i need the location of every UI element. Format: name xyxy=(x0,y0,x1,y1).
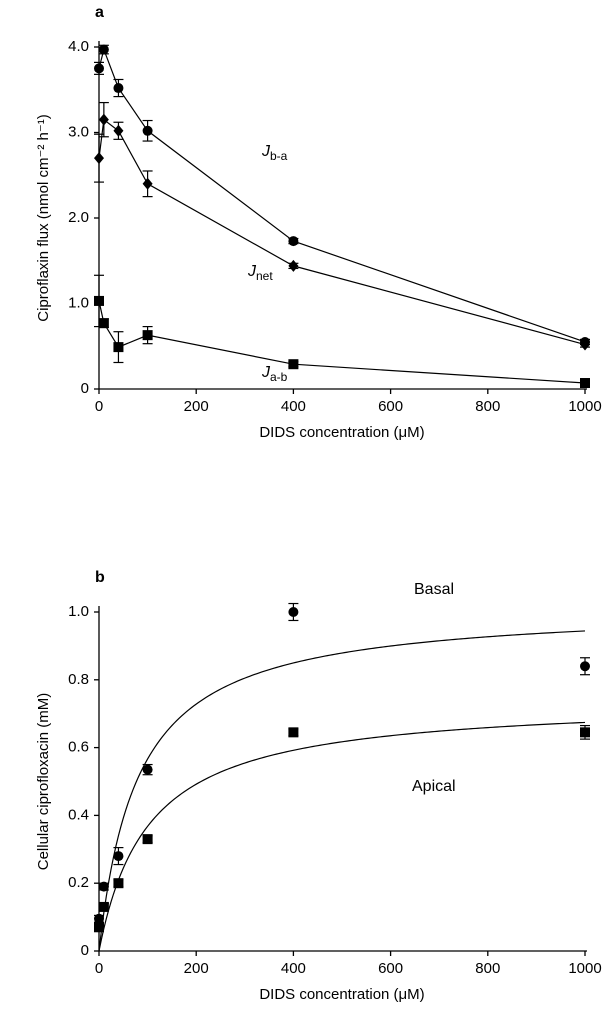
data-point xyxy=(288,259,299,272)
y-tick-label: 4.0 xyxy=(68,38,89,55)
series-label: Basal xyxy=(414,581,454,598)
y-axis-label: Cellular ciprofloxacin (mM) xyxy=(35,693,52,871)
x-tick-label: 200 xyxy=(184,960,209,977)
series-label-main: J xyxy=(247,263,257,280)
x-tick-label: 800 xyxy=(475,960,500,977)
series-label: Jb-a xyxy=(261,143,288,163)
x-tick-label: 1000 xyxy=(568,398,601,415)
data-point xyxy=(94,913,104,924)
data-point xyxy=(113,342,124,353)
panel-label: b xyxy=(95,569,105,586)
x-tick-label: 600 xyxy=(378,960,403,977)
y-tick-label: 0.6 xyxy=(68,739,89,756)
x-tick-label: 200 xyxy=(184,398,209,415)
x-axis-label: DIDS concentration (μM) xyxy=(259,986,424,1003)
x-tick-label: 0 xyxy=(95,960,103,977)
data-point xyxy=(142,764,153,775)
y-tick-label: 0.4 xyxy=(68,806,89,823)
data-point xyxy=(94,63,104,74)
data-point xyxy=(94,152,104,165)
series-label: Apical xyxy=(412,778,456,795)
x-tick-label: 400 xyxy=(281,960,306,977)
data-point xyxy=(288,236,299,247)
data-point xyxy=(288,607,299,617)
data-point xyxy=(142,125,153,136)
series-label-sub: net xyxy=(256,269,273,283)
series-label-sub: a-b xyxy=(270,370,288,384)
data-point xyxy=(94,295,104,306)
data-point xyxy=(142,177,153,190)
x-tick-label: 1000 xyxy=(568,960,601,977)
trend-line xyxy=(98,721,586,952)
series-label-main: Apical xyxy=(412,778,456,795)
data-point xyxy=(113,83,124,94)
data-point xyxy=(94,922,104,933)
series-label-main: Basal xyxy=(414,581,454,598)
series-label-sub: b-a xyxy=(270,149,288,163)
data-point xyxy=(98,881,109,892)
y-tick-label: 0.8 xyxy=(68,671,89,688)
x-tick-label: 600 xyxy=(378,398,403,415)
data-point xyxy=(142,834,153,845)
panel-label: a xyxy=(95,4,104,21)
y-tick-label: 1.0 xyxy=(68,294,89,311)
data-point xyxy=(98,113,109,126)
series-line xyxy=(98,118,586,346)
data-point xyxy=(98,901,109,912)
data-point xyxy=(288,359,299,370)
y-tick-label: 0 xyxy=(81,380,89,397)
series-label-main: J xyxy=(261,364,271,381)
series-line xyxy=(98,300,586,384)
data-point xyxy=(580,338,590,351)
data-point xyxy=(113,124,124,137)
y-tick-label: 2.0 xyxy=(68,209,89,226)
series-label: Ja-b xyxy=(261,364,288,384)
data-point xyxy=(288,727,299,738)
data-point xyxy=(580,661,590,672)
series-line xyxy=(98,47,586,343)
y-tick-label: 0.2 xyxy=(68,874,89,891)
x-axis-label: DIDS concentration (μM) xyxy=(259,424,424,441)
data-point xyxy=(113,851,124,862)
data-point xyxy=(580,378,590,389)
x-tick-label: 0 xyxy=(95,398,103,415)
x-tick-label: 800 xyxy=(475,398,500,415)
series-label: Jnet xyxy=(247,263,273,283)
y-axis-label: Ciproflaxin flux (nmol cm⁻² h⁻¹) xyxy=(35,114,52,322)
data-point xyxy=(580,727,590,738)
x-tick-label: 400 xyxy=(281,398,306,415)
y-tick-label: 1.0 xyxy=(68,603,89,620)
y-tick-label: 3.0 xyxy=(68,123,89,140)
series-label-main: J xyxy=(261,143,271,160)
data-point xyxy=(98,318,109,329)
y-tick-label: 0 xyxy=(81,942,89,959)
data-point xyxy=(98,44,109,55)
data-point xyxy=(142,330,153,341)
data-point xyxy=(113,878,124,889)
trend-line xyxy=(98,630,586,952)
